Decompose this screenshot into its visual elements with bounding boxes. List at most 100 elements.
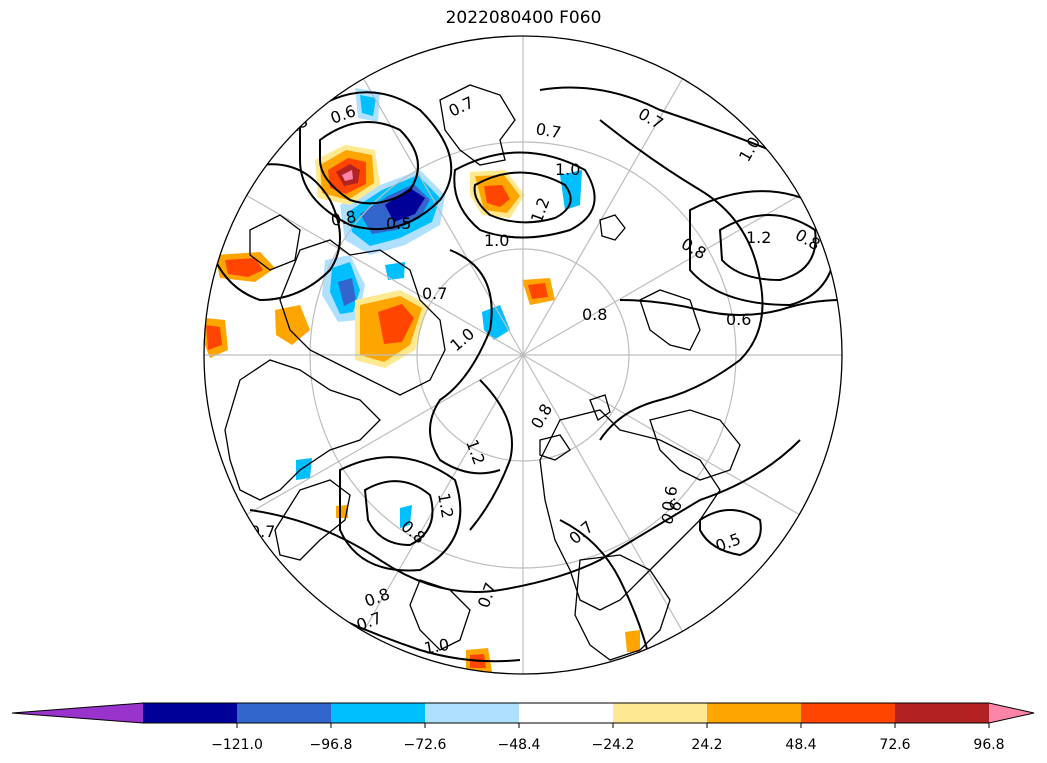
contour-line (319, 121, 419, 205)
contour-line (699, 509, 762, 557)
colorbar-extend-left (12, 703, 143, 723)
contour-lines (214, 86, 842, 663)
coastline-novaya-zemlya (589, 394, 611, 421)
meridian-line (246, 194, 524, 356)
colorbar-tick-label: 96.8 (973, 737, 1004, 753)
contour-line (718, 214, 817, 282)
colorbar-segment (331, 703, 426, 723)
negative-anomaly-area (296, 458, 312, 480)
contour-label: 1.2 (527, 195, 554, 225)
colorbar-segment (425, 703, 520, 723)
negative-anomaly-area (385, 188, 425, 222)
positive-anomaly-area (625, 630, 640, 652)
colorbar-segment (895, 703, 990, 723)
map-boundary (203, 35, 843, 675)
contour-label: 0.5 (386, 214, 411, 233)
meridian-line (246, 354, 524, 516)
contour-line (473, 171, 572, 224)
contour-label: 1.0 (555, 160, 580, 179)
positive-anomaly-area (528, 283, 548, 299)
negative-anomaly-area (338, 278, 356, 306)
meridian-line (522, 194, 800, 356)
meridian-line (362, 78, 524, 356)
colorbar-tick-label: −96.8 (310, 737, 353, 753)
contour-line (619, 299, 842, 316)
contour-label: 0.7 (446, 93, 477, 121)
shaded-anomalies (204, 88, 640, 672)
coastline-iceland (539, 434, 571, 461)
colorbar-tick-label: −121.0 (211, 737, 263, 753)
contour-line (429, 249, 501, 475)
colorbar-tick-label: 48.4 (785, 737, 816, 753)
negative-anomaly-area (560, 170, 582, 210)
contour-line (469, 379, 513, 531)
contour-label: 0.7 (534, 119, 562, 142)
colorbar: −121.0 −96.8 −72.6 −48.4 −24.2 24.2 48.4 72.6 96… (11, 702, 1035, 753)
colorbar-segment (613, 703, 708, 723)
contour-label: 0.5 (713, 529, 743, 556)
contour-label: 0.8 (329, 207, 357, 230)
colorbar-extend-right (989, 703, 1034, 723)
positive-anomaly-area (378, 304, 414, 344)
contour-label: 1.2 (434, 491, 457, 519)
negative-anomaly-area (385, 262, 405, 280)
contour-line (453, 151, 596, 239)
coastline-siberia (539, 409, 721, 611)
coastline-scandinavia (639, 289, 701, 351)
positive-anomaly-area (484, 185, 510, 207)
colorbar-tick-label: −48.4 (498, 737, 541, 753)
positive-anomaly-area (206, 325, 222, 350)
contour-label: 1.0 (484, 231, 509, 250)
negative-anomaly-area (482, 305, 510, 340)
coastline-kamchatka (409, 579, 471, 651)
coastline-svalbard (599, 214, 626, 241)
meridian-line (522, 354, 800, 516)
contour-label: 0.8 (280, 111, 312, 140)
contour-label: 1.2 (746, 228, 771, 247)
colorbar-tick-label: 24.2 (691, 737, 722, 753)
contour-line (249, 439, 801, 593)
coastline-hudson-bay (249, 214, 301, 271)
contour-label: 0.7 (474, 580, 501, 610)
coastline-asia-east (574, 554, 671, 661)
colorbar-tick-label: 72.6 (879, 737, 910, 753)
contour-label: 0.7 (422, 284, 447, 303)
contour-label: 0.7 (635, 104, 667, 133)
contour-label: 0.8 (678, 234, 710, 263)
contour-label: 0.8 (792, 225, 824, 254)
colorbar-tick-label: −24.2 (592, 737, 635, 753)
meridian-line (522, 354, 684, 632)
positive-anomaly-area (275, 305, 310, 345)
contour-label: 1.0 (422, 635, 450, 658)
contour-line (339, 456, 462, 572)
negative-anomaly-area (360, 95, 376, 116)
contour-line (214, 163, 341, 302)
coastline-greenland (439, 84, 516, 166)
contour-line (599, 119, 764, 441)
colorbar-tick-label: −72.6 (404, 737, 447, 753)
contour-label: 0.6 (658, 484, 681, 512)
map-title: 2022080400 F060 (445, 8, 602, 28)
coastline-alaska (274, 479, 351, 561)
map-disk: 0.8 0.6 0.7 0.7 0.8 1.0 1.0 1.2 1.2 0.8 … (204, 36, 842, 674)
colorbar-segment (143, 703, 238, 723)
meridian-line (522, 78, 684, 356)
negative-anomaly-area (400, 505, 412, 528)
positive-anomaly-area (225, 258, 263, 277)
colorbar-segment (801, 703, 896, 723)
coastlines (224, 84, 741, 661)
contour-line (299, 91, 453, 231)
contour-line (363, 480, 434, 547)
contour-label: 1.2 (462, 437, 489, 467)
coastline-europe (649, 409, 741, 481)
contour-label: 1.0 (446, 324, 478, 355)
colorbar-segment (519, 703, 614, 723)
contour-line (559, 519, 651, 661)
positive-anomaly-area (342, 170, 353, 181)
contour-label: 0.7 (354, 608, 384, 635)
graticule (204, 36, 842, 674)
contour-line (539, 86, 771, 151)
contour-label: 0.6 (726, 310, 751, 329)
colorbar-segment (237, 703, 332, 723)
